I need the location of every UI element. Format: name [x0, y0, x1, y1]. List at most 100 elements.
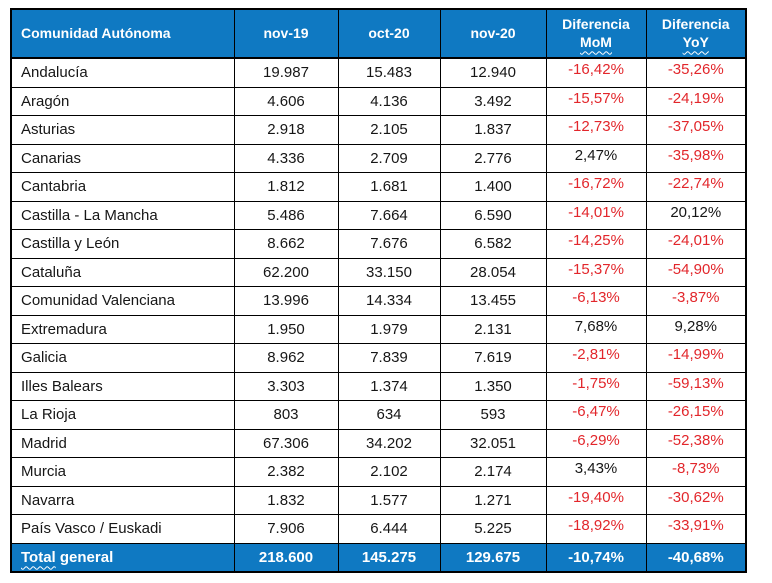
diff-mom-value: -14,01% [568, 203, 624, 221]
diff-mom-value-cell: -6,29% [545, 428, 647, 458]
diff-yoy-value-cell: -22,74% [645, 172, 747, 202]
table-header: Comunidad Autónoma nov-19 oct-20 nov-20 … [10, 8, 747, 59]
region-name-cell: Cataluña [10, 257, 235, 287]
nov20-value-cell: 2.174 [439, 457, 547, 487]
oct20-value-cell: 634 [337, 400, 441, 430]
table-row: Illes Balears 3.303 1.374 1.350 -1,75% -… [10, 371, 747, 401]
nov19-value-cell: 8.962 [233, 343, 339, 373]
diff-yoy-value: -30,62% [667, 488, 724, 506]
diff-yoy-value: -35,98% [667, 146, 724, 164]
column-header-diff-yoy: Diferencia YoY [645, 8, 747, 59]
diff-yoy-value-cell: -35,26% [645, 57, 747, 88]
table-row: Aragón 4.606 4.136 3.492 -15,57% -24,19% [10, 86, 747, 116]
diff-mom-value: 3,43% [574, 460, 618, 478]
diff-mom-value: -2,81% [572, 346, 620, 364]
diff-mom-value-cell: -6,13% [545, 286, 647, 316]
nov19-value-cell: 5.486 [233, 200, 339, 230]
oct20-value-cell: 2.105 [337, 115, 441, 145]
region-name-cell: Castilla - La Mancha [10, 200, 235, 230]
diff-mom-value: -6,13% [572, 289, 620, 307]
nov20-value-cell: 6.582 [439, 229, 547, 259]
region-name-cell: Illes Balears [10, 371, 235, 401]
diff-mom-value-cell: -14,01% [545, 200, 647, 230]
diff-yoy-line2: YoY [682, 33, 709, 50]
nov19-value-cell: 3.303 [233, 371, 339, 401]
diff-yoy-value: -14,99% [667, 346, 724, 364]
diff-yoy-value: -24,01% [667, 232, 724, 250]
diff-mom-value-cell: -16,42% [545, 57, 647, 88]
diff-mom-value: 2,47% [574, 146, 618, 164]
diff-yoy-value: -22,74% [667, 175, 724, 193]
nov20-value-cell: 2.776 [439, 143, 547, 173]
diff-yoy-value-cell: -8,73% [645, 457, 747, 487]
total-nov20-cell: 129.675 [439, 542, 547, 572]
diff-yoy-value-cell: -35,98% [645, 143, 747, 173]
oct20-value-cell: 2.709 [337, 143, 441, 173]
diff-mom-value-cell: -15,57% [545, 86, 647, 116]
diff-mom-value: -15,57% [568, 89, 624, 107]
diff-mom-value: -1,75% [572, 374, 620, 392]
diff-mom-value: -6,47% [572, 403, 620, 421]
diff-mom-line2: MoM [580, 33, 612, 50]
region-name-cell: Aragón [10, 86, 235, 116]
oct20-value-cell: 34.202 [337, 428, 441, 458]
region-name-cell: La Rioja [10, 400, 235, 430]
oct20-value-cell: 7.664 [337, 200, 441, 230]
diff-yoy-value-cell: -59,13% [645, 371, 747, 401]
oct20-value-cell: 6.444 [337, 514, 441, 544]
column-header-nov20: nov-20 [439, 8, 547, 59]
diff-yoy-value: -54,90% [667, 260, 724, 278]
pivot-table: Comunidad Autónoma nov-19 oct-20 nov-20 … [10, 8, 747, 573]
diff-yoy-value: -52,38% [667, 431, 724, 449]
nov19-value-cell: 4.606 [233, 86, 339, 116]
table-row: Cantabria 1.812 1.681 1.400 -16,72% -22,… [10, 172, 747, 202]
diff-yoy-value-cell: 20,12% [645, 200, 747, 230]
diff-mom-value: -14,25% [568, 232, 624, 250]
nov20-value-cell: 13.455 [439, 286, 547, 316]
nov19-value-cell: 803 [233, 400, 339, 430]
nov20-value-cell: 28.054 [439, 257, 547, 287]
diff-yoy-value: -26,15% [667, 403, 724, 421]
diff-mom-value: -16,72% [568, 175, 624, 193]
total-label-rest: general [55, 548, 114, 566]
diff-mom-value: -19,40% [568, 488, 624, 506]
nov19-value-cell: 1.812 [233, 172, 339, 202]
oct20-value-cell: 14.334 [337, 286, 441, 316]
nov19-value-cell: 67.306 [233, 428, 339, 458]
diff-mom-value-cell: -18,92% [545, 514, 647, 544]
total-row: Total general 218.600 145.275 129.675 -1… [10, 542, 747, 572]
header-row: Comunidad Autónoma nov-19 oct-20 nov-20 … [10, 8, 747, 59]
diff-mom-value-cell: 7,68% [545, 314, 647, 344]
nov19-value-cell: 19.987 [233, 57, 339, 88]
region-name-cell: Canarias [10, 143, 235, 173]
diff-mom-value-cell: -12,73% [545, 115, 647, 145]
column-header-diff-mom: Diferencia MoM [545, 8, 647, 59]
oct20-value-cell: 1.681 [337, 172, 441, 202]
region-name-cell: Cantabria [10, 172, 235, 202]
region-name-cell: Murcia [10, 457, 235, 487]
region-name-cell: Extremadura [10, 314, 235, 344]
total-oct20-cell: 145.275 [337, 542, 441, 572]
diff-yoy-value: -8,73% [671, 460, 720, 478]
nov20-value-cell: 3.492 [439, 86, 547, 116]
table-row: Castilla - La Mancha 5.486 7.664 6.590 -… [10, 200, 747, 230]
nov19-value-cell: 8.662 [233, 229, 339, 259]
diff-mom-value: -12,73% [568, 118, 624, 136]
diff-yoy-line1: Diferencia [661, 16, 730, 32]
table-row: Navarra 1.832 1.577 1.271 -19,40% -30,62… [10, 485, 747, 515]
diff-mom-line1: Diferencia [562, 16, 630, 32]
region-name-cell: País Vasco / Euskadi [10, 514, 235, 544]
region-name-cell: Castilla y León [10, 229, 235, 259]
diff-yoy-value-cell: -37,05% [645, 115, 747, 145]
column-header-nov19: nov-19 [233, 8, 339, 59]
diff-yoy-value-cell: -24,19% [645, 86, 747, 116]
nov19-value-cell: 4.336 [233, 143, 339, 173]
diff-yoy-value-cell: -54,90% [645, 257, 747, 287]
diff-yoy-value-cell: 9,28% [645, 314, 747, 344]
nov20-value-cell: 1.837 [439, 115, 547, 145]
oct20-value-cell: 1.577 [337, 485, 441, 515]
nov20-value-cell: 5.225 [439, 514, 547, 544]
diff-mom-value-cell: -1,75% [545, 371, 647, 401]
region-name-cell: Andalucía [10, 57, 235, 88]
